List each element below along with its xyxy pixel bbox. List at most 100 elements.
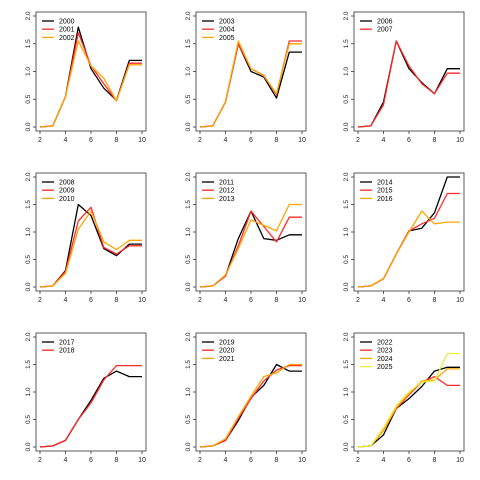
legend-label: 2016 bbox=[377, 196, 393, 203]
y-tick-label: 1.0 bbox=[185, 227, 192, 236]
y-tick-label: 1.5 bbox=[25, 200, 32, 209]
legend-label: 2001 bbox=[59, 27, 75, 34]
x-tick-label: 2 bbox=[198, 457, 202, 464]
y-tick-label: 1.5 bbox=[25, 360, 32, 369]
y-tick-label: 2.0 bbox=[25, 11, 32, 20]
legend-label: 2018 bbox=[59, 348, 75, 355]
y-tick-label: 1.0 bbox=[343, 227, 350, 236]
y-tick-label: 1.5 bbox=[343, 200, 350, 209]
series-line-2017 bbox=[39, 370, 142, 448]
y-tick-label: 0.5 bbox=[25, 94, 32, 103]
series-line-2009 bbox=[39, 206, 142, 288]
legend-label: 2012 bbox=[219, 188, 235, 195]
y-tick-label: 1.0 bbox=[185, 67, 192, 76]
y-tick-label: 1.0 bbox=[185, 387, 192, 396]
y-tick-label: 0.0 bbox=[25, 282, 32, 291]
x-tick-label: 10 bbox=[298, 137, 306, 144]
x-tick-label: 4 bbox=[224, 457, 228, 464]
x-tick-label: 4 bbox=[64, 297, 68, 304]
y-tick-label: 1.0 bbox=[25, 67, 32, 76]
x-tick-label: 10 bbox=[138, 297, 146, 304]
x-tick-label: 8 bbox=[433, 137, 437, 144]
x-tick-label: 10 bbox=[456, 297, 464, 304]
y-tick-label: 0.5 bbox=[185, 415, 192, 424]
x-tick-label: 10 bbox=[138, 457, 146, 464]
legend-label: 2021 bbox=[219, 356, 235, 363]
x-tick-label: 8 bbox=[115, 297, 119, 304]
x-tick-label: 6 bbox=[89, 457, 93, 464]
x-tick-label: 4 bbox=[64, 137, 68, 144]
x-tick-label: 2 bbox=[38, 297, 42, 304]
y-tick-label: 1.5 bbox=[185, 360, 192, 369]
x-tick-label: 8 bbox=[275, 137, 279, 144]
legend-label: 2006 bbox=[377, 19, 393, 26]
y-tick-label: 0.5 bbox=[343, 255, 350, 264]
y-tick-label: 0.5 bbox=[185, 255, 192, 264]
x-tick-label: 6 bbox=[407, 457, 411, 464]
x-tick-label: 6 bbox=[89, 297, 93, 304]
x-tick-label: 8 bbox=[115, 137, 119, 144]
x-tick-label: 4 bbox=[64, 457, 68, 464]
series-line-2008 bbox=[39, 203, 142, 288]
y-tick-label: 0.0 bbox=[25, 122, 32, 131]
x-tick-label: 2 bbox=[38, 457, 42, 464]
series-line-2023 bbox=[357, 375, 460, 448]
x-tick-label: 8 bbox=[433, 457, 437, 464]
y-tick-label: 0.5 bbox=[343, 415, 350, 424]
series-line-2001 bbox=[39, 32, 142, 128]
legend-label: 2007 bbox=[377, 27, 393, 34]
x-tick-label: 4 bbox=[382, 457, 386, 464]
series-line-2015 bbox=[357, 192, 460, 288]
series-line-2000 bbox=[39, 26, 142, 128]
legend-label: 2015 bbox=[377, 188, 393, 195]
series-line-2021 bbox=[199, 363, 302, 448]
y-tick-label: 1.5 bbox=[185, 200, 192, 209]
series-line-2025 bbox=[357, 352, 460, 448]
y-tick-label: 0.0 bbox=[185, 442, 192, 451]
series-line-2019 bbox=[199, 363, 302, 448]
x-tick-label: 4 bbox=[382, 297, 386, 304]
y-tick-label: 2.0 bbox=[343, 172, 350, 181]
y-tick-label: 0.0 bbox=[343, 282, 350, 291]
legend-label: 2024 bbox=[377, 356, 393, 363]
legend-label: 2000 bbox=[59, 19, 75, 26]
x-tick-label: 10 bbox=[456, 137, 464, 144]
legend-label: 2022 bbox=[377, 340, 393, 347]
x-tick-label: 8 bbox=[115, 457, 119, 464]
x-tick-label: 8 bbox=[433, 297, 437, 304]
y-tick-label: 0.0 bbox=[343, 442, 350, 451]
x-tick-label: 2 bbox=[356, 297, 360, 304]
x-tick-label: 6 bbox=[89, 137, 93, 144]
y-tick-label: 1.5 bbox=[343, 39, 350, 48]
series-line-2018 bbox=[39, 364, 142, 448]
y-tick-label: 2.0 bbox=[343, 11, 350, 20]
x-tick-label: 2 bbox=[198, 137, 202, 144]
x-tick-label: 4 bbox=[382, 137, 386, 144]
legend-label: 2013 bbox=[219, 196, 235, 203]
x-tick-label: 2 bbox=[356, 457, 360, 464]
legend-label: 2005 bbox=[219, 35, 235, 42]
legend-label: 2023 bbox=[377, 348, 393, 355]
legend-label: 2003 bbox=[219, 19, 235, 26]
series-line-2022 bbox=[357, 366, 460, 448]
y-tick-label: 0.5 bbox=[25, 415, 32, 424]
y-tick-label: 0.5 bbox=[343, 94, 350, 103]
legend-label: 2017 bbox=[59, 340, 75, 347]
series-line-2006 bbox=[357, 40, 460, 128]
x-tick-label: 6 bbox=[249, 297, 253, 304]
series-line-2016 bbox=[357, 210, 460, 288]
legend-label: 2011 bbox=[219, 180, 234, 187]
legend-label: 2014 bbox=[377, 180, 393, 187]
series-line-2005 bbox=[199, 40, 302, 128]
y-tick-label: 0.0 bbox=[185, 122, 192, 131]
x-tick-label: 10 bbox=[138, 137, 146, 144]
x-tick-label: 2 bbox=[198, 297, 202, 304]
